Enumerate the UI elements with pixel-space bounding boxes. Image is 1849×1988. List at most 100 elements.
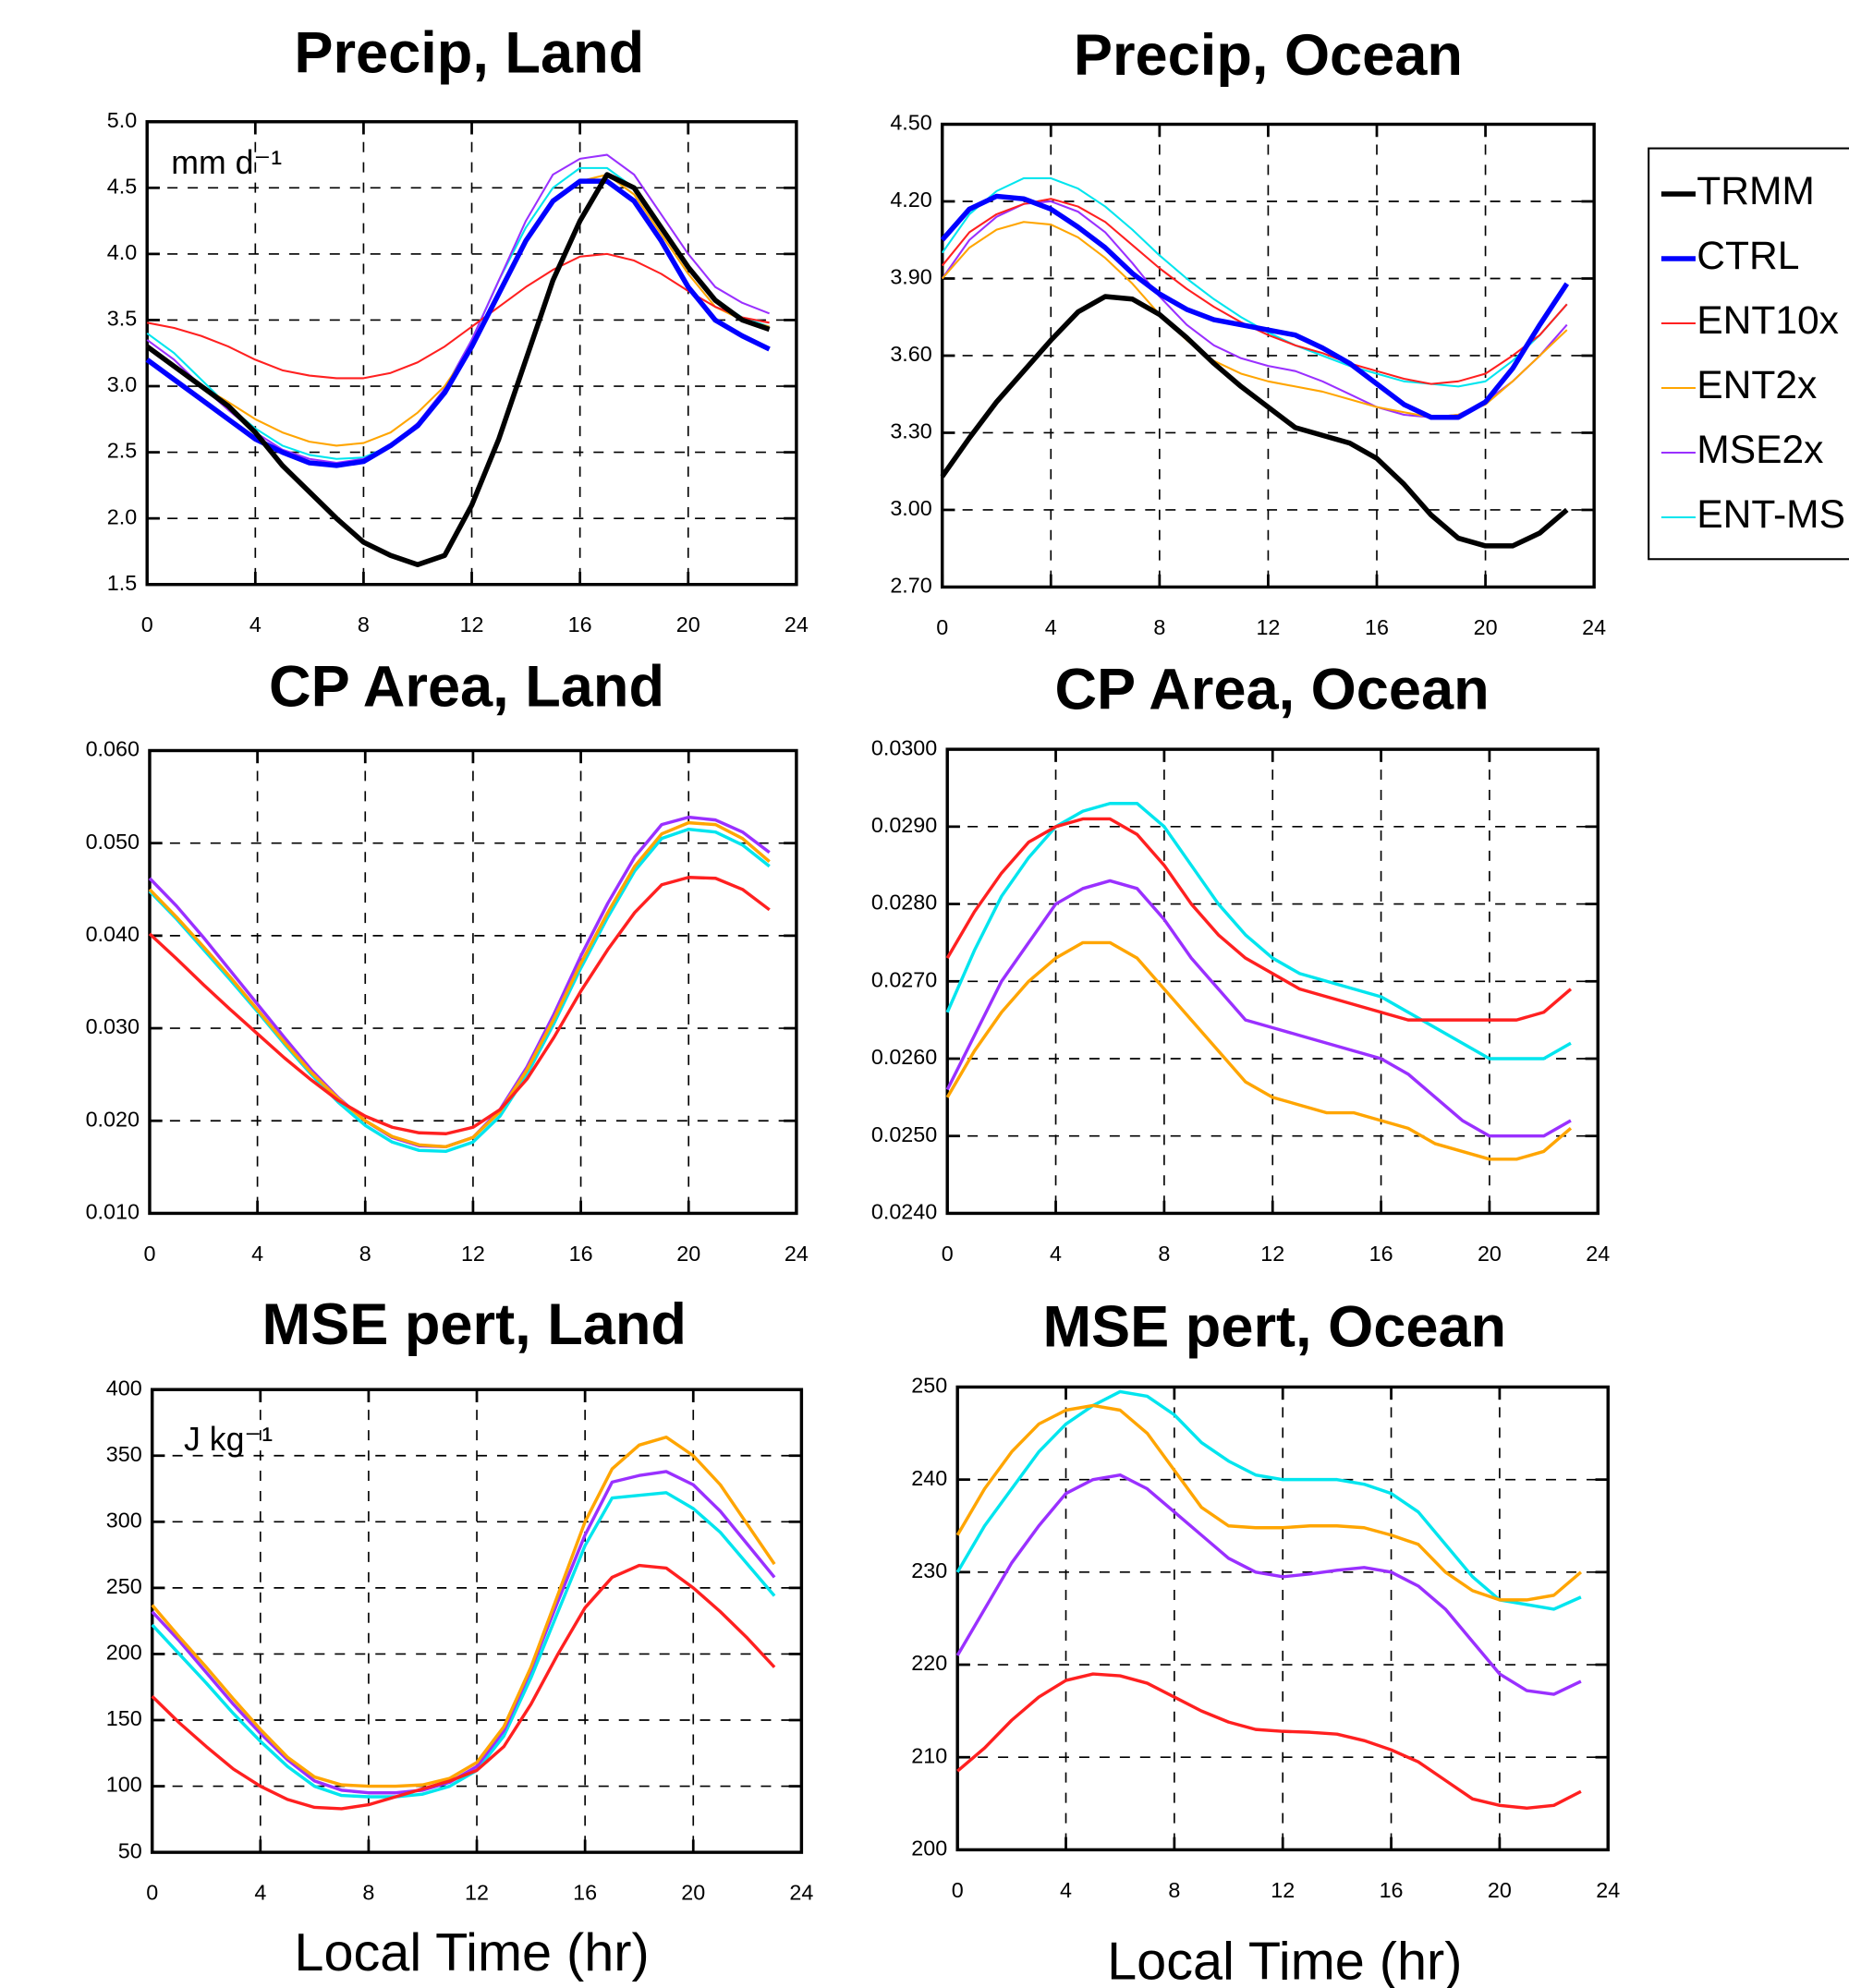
panel-title: MSE pert, Land xyxy=(262,1292,687,1357)
x-tick-label: 4 xyxy=(1050,1242,1062,1266)
y-tick-label: 4.5 xyxy=(107,174,137,198)
data-line xyxy=(940,294,1569,549)
plot-frame xyxy=(940,122,1596,589)
y-tick-label: 0.0280 xyxy=(871,891,937,915)
x-tick-label: 16 xyxy=(1369,1242,1393,1266)
data-line xyxy=(941,200,1568,418)
y-tick-label: 220 xyxy=(911,1651,947,1675)
y-tick-label: 0.0270 xyxy=(871,967,937,991)
x-tick-label: 8 xyxy=(358,612,370,636)
units-label: mm d⁻¹ xyxy=(171,144,282,181)
data-line xyxy=(945,940,1573,1161)
y-tick-label: 3.90 xyxy=(890,265,931,289)
x-tick-label: 20 xyxy=(681,1881,705,1905)
units-label: J kg⁻¹ xyxy=(184,1421,273,1458)
x-tick-label: 8 xyxy=(359,1242,371,1266)
x-tick-label: 16 xyxy=(568,612,592,636)
x-tick-label: 0 xyxy=(141,612,153,636)
y-tick-label: 0.060 xyxy=(86,737,140,761)
x-tick-label: 0 xyxy=(952,1878,964,1902)
x-axis-label: Local Time (hr) xyxy=(1107,1932,1462,1988)
x-tick-label: 8 xyxy=(1158,1242,1170,1266)
y-tick-label: 3.0 xyxy=(107,372,137,396)
data-line xyxy=(148,815,771,1149)
x-tick-label: 20 xyxy=(676,612,700,636)
legend-label: ENT2x xyxy=(1697,363,1817,407)
y-tick-label: 3.5 xyxy=(107,307,137,331)
data-line xyxy=(151,1470,776,1795)
y-tick-label: 2.5 xyxy=(107,439,137,463)
legend-label: CTRL xyxy=(1697,234,1799,278)
y-tick-label: 100 xyxy=(106,1773,142,1797)
legend: TRMM CTRL ENT10x ENT2x MSE2x ENT-MS xyxy=(1648,147,1849,561)
y-tick-label: 0.0300 xyxy=(871,735,937,759)
data-line xyxy=(955,1389,1582,1611)
y-tick-label: 300 xyxy=(106,1508,142,1532)
legend-label: TRMM xyxy=(1697,169,1815,213)
x-axis-label: Local Time (hr) xyxy=(294,1923,649,1982)
x-tick-label: 16 xyxy=(1365,615,1389,639)
x-tick-label: 12 xyxy=(1271,1878,1295,1902)
x-tick-label: 12 xyxy=(460,612,484,636)
x-tick-label: 0 xyxy=(146,1881,158,1905)
y-tick-label: 250 xyxy=(911,1374,947,1398)
x-tick-label: 16 xyxy=(573,1881,597,1905)
y-tick-label: 0.030 xyxy=(86,1014,140,1038)
y-tick-label: 50 xyxy=(118,1838,142,1862)
x-tick-label: 24 xyxy=(1596,1878,1620,1902)
y-tick-label: 240 xyxy=(911,1466,947,1490)
y-tick-label: 150 xyxy=(106,1706,142,1730)
y-tick-label: 0.020 xyxy=(86,1107,140,1131)
x-tick-label: 24 xyxy=(1586,1242,1610,1266)
y-tick-label: 0.0290 xyxy=(871,813,937,837)
panel: Precip, Land mm d⁻¹ 1.5 2.0 2.5 3.0 3.5 4.0 4.5 5… xyxy=(107,20,809,636)
data-line xyxy=(145,178,771,468)
panel-title: MSE pert, Ocean xyxy=(1042,1295,1506,1360)
x-tick-label: 12 xyxy=(465,1881,489,1905)
x-tick-label: 0 xyxy=(936,615,948,639)
y-tick-label: 0.0260 xyxy=(871,1045,937,1069)
x-tick-label: 4 xyxy=(1045,615,1057,639)
x-tick-label: 12 xyxy=(1256,615,1280,639)
panel: MSE pert, Ocean Local Time (hr) 200 210 220 2… xyxy=(911,1295,1620,1988)
data-line xyxy=(151,1436,776,1788)
x-tick-label: 24 xyxy=(789,1881,813,1905)
y-tick-label: 3.30 xyxy=(890,419,931,443)
data-line xyxy=(148,820,771,1149)
y-tick-label: 1.5 xyxy=(107,571,137,595)
data-line xyxy=(955,1473,1582,1696)
panel: CP Area, Land 0.010 0.020 0.030 0.040 0.050 0.… xyxy=(86,655,809,1266)
x-tick-label: 16 xyxy=(569,1242,593,1266)
x-tick-label: 12 xyxy=(1260,1242,1284,1266)
y-tick-label: 250 xyxy=(106,1574,142,1598)
x-tick-label: 4 xyxy=(251,1242,263,1266)
x-tick-label: 20 xyxy=(1478,1242,1502,1266)
y-tick-label: 0.040 xyxy=(86,922,140,946)
y-tick-label: 230 xyxy=(911,1558,947,1582)
legend-label: MSE2x xyxy=(1697,428,1823,472)
y-tick-label: 200 xyxy=(911,1836,947,1861)
panel-title: CP Area, Land xyxy=(269,655,664,720)
panel-title: Precip, Land xyxy=(294,20,644,85)
data-line xyxy=(147,252,770,380)
y-tick-label: 350 xyxy=(106,1442,142,1466)
data-line xyxy=(956,1672,1582,1811)
x-tick-label: 8 xyxy=(1153,615,1165,639)
x-tick-label: 4 xyxy=(254,1881,266,1905)
y-tick-label: 3.60 xyxy=(890,342,931,366)
plot-frame xyxy=(945,747,1600,1216)
data-line xyxy=(945,879,1572,1138)
data-line xyxy=(146,173,770,447)
x-tick-label: 0 xyxy=(942,1242,954,1266)
plot-frame xyxy=(148,748,798,1216)
data-line xyxy=(145,172,771,567)
y-tick-label: 210 xyxy=(911,1743,947,1767)
x-tick-label: 4 xyxy=(249,612,262,636)
y-tick-label: 400 xyxy=(106,1376,142,1400)
panel: Precip, Ocean 2.70 3.00 3.30 3.60 3.90 4.20 4.5… xyxy=(890,23,1606,639)
data-line xyxy=(945,817,1573,1022)
x-tick-label: 12 xyxy=(461,1242,485,1266)
y-tick-label: 2.70 xyxy=(890,574,931,598)
panel-title: CP Area, Ocean xyxy=(1054,657,1489,721)
